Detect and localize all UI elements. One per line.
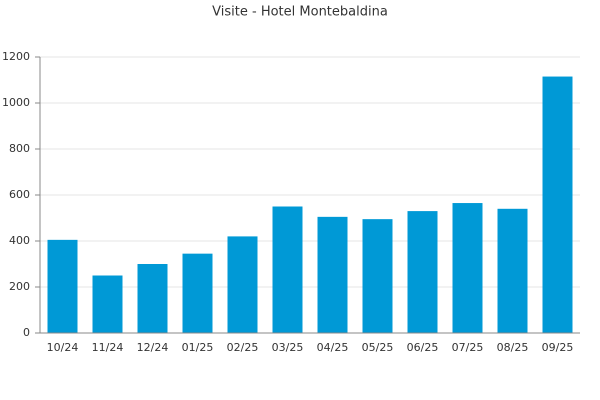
x-tick-label: 10/24 — [47, 341, 79, 354]
bar — [92, 275, 123, 333]
y-tick-label: 800 — [9, 142, 30, 155]
x-tick-label: 06/25 — [407, 341, 439, 354]
y-tick-label: 600 — [9, 188, 30, 201]
x-tick-label: 01/25 — [182, 341, 214, 354]
x-tick-label: 05/25 — [362, 341, 394, 354]
x-tick-label: 12/24 — [137, 341, 169, 354]
y-tick-label: 0 — [23, 326, 30, 339]
x-tick-label: 03/25 — [272, 341, 304, 354]
x-tick-label: 07/25 — [452, 341, 484, 354]
x-tick-label: 04/25 — [317, 341, 349, 354]
bar — [407, 211, 438, 333]
bar — [182, 253, 213, 333]
x-tick-label: 08/25 — [497, 341, 529, 354]
bar — [272, 206, 303, 333]
bar — [452, 203, 483, 333]
bar — [497, 208, 528, 333]
y-tick-label: 200 — [9, 280, 30, 293]
bar — [362, 219, 393, 333]
bar — [542, 76, 573, 334]
y-tick-label: 1000 — [2, 96, 30, 109]
bar — [47, 239, 78, 333]
y-tick-label: 1200 — [2, 50, 30, 63]
y-tick-label: 400 — [9, 234, 30, 247]
bar — [137, 264, 168, 333]
bar — [227, 236, 258, 333]
x-tick-label: 09/25 — [542, 341, 574, 354]
bar — [317, 216, 348, 333]
x-tick-label: 11/24 — [92, 341, 124, 354]
chart-title: Visite - Hotel Montebaldina — [212, 5, 388, 20]
x-tick-label: 02/25 — [227, 341, 259, 354]
